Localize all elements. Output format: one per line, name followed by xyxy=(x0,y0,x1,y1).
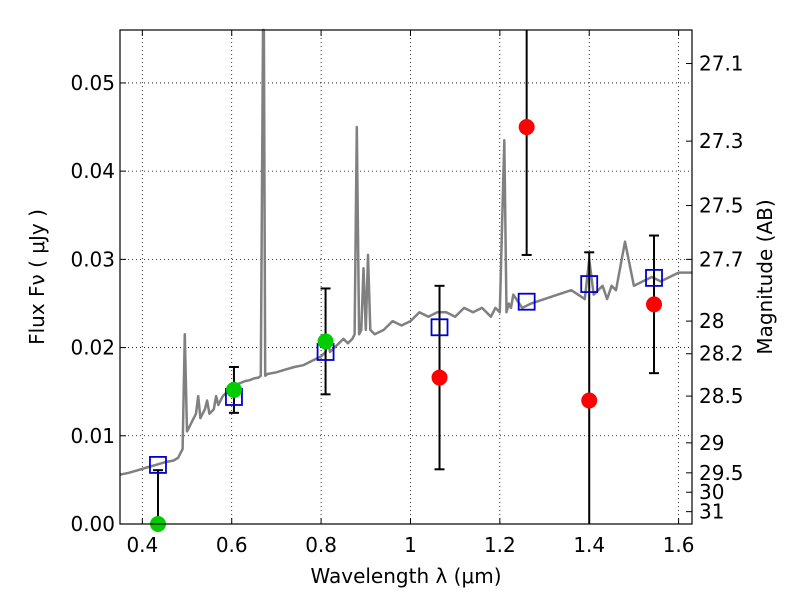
marker-layer xyxy=(149,119,663,532)
x-tick-label: 0.6 xyxy=(216,533,248,557)
upper-limit-point xyxy=(581,392,598,409)
upper-limit-point xyxy=(431,369,448,386)
y2-tick-label: 27.3 xyxy=(699,129,744,153)
y-tick-label: 0.03 xyxy=(70,247,115,271)
y2-tick-label: 28.5 xyxy=(699,384,744,408)
detection-point xyxy=(225,381,242,398)
y-tick-label: 0.05 xyxy=(70,71,115,95)
grid xyxy=(120,30,692,524)
y-tick-label: 0.04 xyxy=(70,159,115,183)
y-tick-label: 0.00 xyxy=(70,512,115,536)
x-tick-label: 0.8 xyxy=(305,533,337,557)
plot-frame xyxy=(119,29,693,525)
spectrum-layer xyxy=(119,28,692,476)
x-tick-label: 1.4 xyxy=(573,533,605,557)
x-tick-label: 1.6 xyxy=(663,533,695,557)
y2-tick-label: 30 xyxy=(699,480,724,504)
upper-limit-point xyxy=(646,296,663,313)
y2-tick-label: 29.5 xyxy=(699,461,744,485)
model-photometry-square xyxy=(517,292,536,311)
model-photometry-square xyxy=(580,275,599,293)
y-tick-label: 0.01 xyxy=(70,424,115,448)
upper-limit-point xyxy=(518,119,535,136)
y2-tick-label: 28 xyxy=(699,309,724,333)
x-axis-label: Wavelength λ (μm) xyxy=(310,564,501,588)
y2-tick-label: 31 xyxy=(699,500,724,524)
y2-tick-label: 27.7 xyxy=(699,247,744,271)
secondary-y-axis-label: Magnitude (AB) xyxy=(753,199,777,354)
y2-tick-label: 27.5 xyxy=(699,194,744,218)
model-photometry-square xyxy=(430,318,449,337)
x-tick-label: 0.4 xyxy=(126,533,158,557)
model-photometry-square xyxy=(645,268,663,287)
x-tick-label: 1.2 xyxy=(484,533,516,557)
model-photometry-square xyxy=(149,455,167,474)
y2-tick-label: 29 xyxy=(699,431,724,455)
y2-tick-label: 27.1 xyxy=(699,52,744,76)
detection-point xyxy=(317,333,334,350)
x-tick-label: 1 xyxy=(404,533,417,557)
y2-tick-label: 28.2 xyxy=(699,342,744,366)
y-axis-label: Flux Fν ( μJy ) xyxy=(25,209,49,345)
errorbar-layer xyxy=(152,30,660,524)
template-spectrum-line xyxy=(119,28,692,476)
y-tick-label: 0.02 xyxy=(70,336,115,360)
tick-layer: 0.4 0.6 0.8 1 1.2 1.4 1.6 0.00 0.01 0.02 0.03 0.04 0… xyxy=(70,30,744,557)
